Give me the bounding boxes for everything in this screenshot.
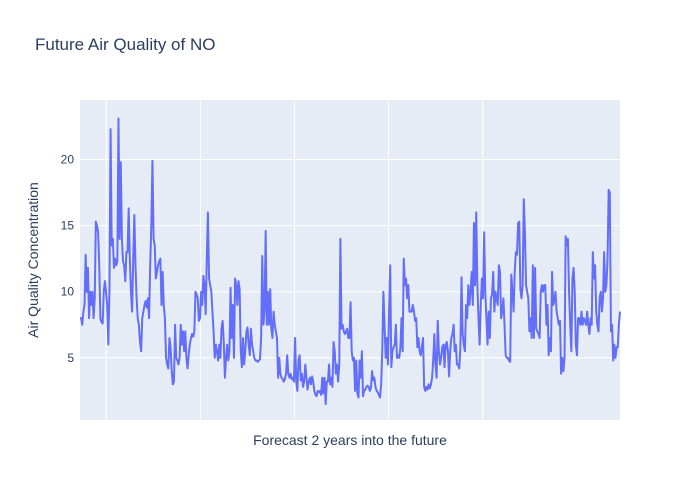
y-tick-label: 5 xyxy=(67,351,74,365)
x-axis-title: Forecast 2 years into the future xyxy=(253,432,447,448)
y-axis-ticks: 5 10 15 20 xyxy=(61,153,75,365)
y-tick-label: 15 xyxy=(61,219,75,233)
y-axis-title: Air Quality Concentration xyxy=(25,182,41,338)
chart-title: Future Air Quality of NO xyxy=(35,35,215,54)
y-tick-label: 20 xyxy=(61,153,75,167)
plot-area xyxy=(80,100,620,420)
y-tick-label: 10 xyxy=(61,285,75,299)
series-line xyxy=(80,117,621,406)
